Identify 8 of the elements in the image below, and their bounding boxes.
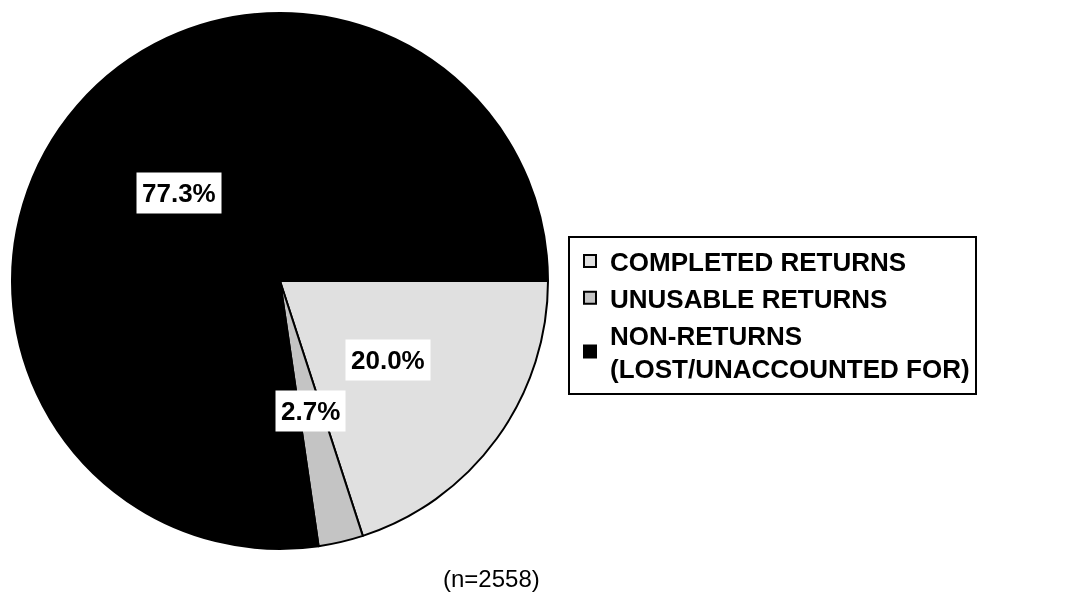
text: (n=2558) [443,565,540,592]
pie-slice [11,12,549,550]
legend-label: UNUSABLE RETURNS [610,283,888,314]
data-label: 2.7% [281,396,341,426]
legend-label: COMPLETED RETURNS [610,247,907,278]
legend-label: NON-RETURNS (LOST/UNACCOUNTED FOR) [610,320,970,385]
data-label: 77.3% [142,178,216,208]
data-label: 20.0% [351,345,425,375]
